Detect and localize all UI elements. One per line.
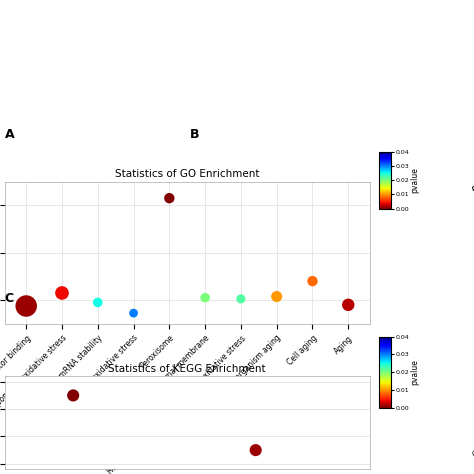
Y-axis label: pvalue: pvalue xyxy=(410,167,419,193)
Point xyxy=(201,294,209,301)
Point xyxy=(94,299,101,306)
Title: Statistics of KEGG Enrichment: Statistics of KEGG Enrichment xyxy=(109,364,266,374)
Text: C: C xyxy=(5,292,14,304)
Point xyxy=(273,293,281,301)
Point xyxy=(309,277,316,285)
Y-axis label: pvalue: pvalue xyxy=(410,359,419,385)
Point xyxy=(345,301,352,309)
Legend: 15: 15 xyxy=(471,449,474,464)
Legend: 10, 20, 30, 40, 50, 60: 10, 20, 30, 40, 50, 60 xyxy=(471,185,474,239)
Point xyxy=(165,194,173,202)
Point xyxy=(237,295,245,303)
Text: B: B xyxy=(190,128,199,141)
Point xyxy=(58,289,66,297)
Point xyxy=(130,310,137,317)
Point xyxy=(69,392,77,399)
Text: A: A xyxy=(5,128,14,141)
Point xyxy=(22,302,30,310)
Point xyxy=(252,447,259,454)
Title: Statistics of GO Enrichment: Statistics of GO Enrichment xyxy=(115,169,259,180)
